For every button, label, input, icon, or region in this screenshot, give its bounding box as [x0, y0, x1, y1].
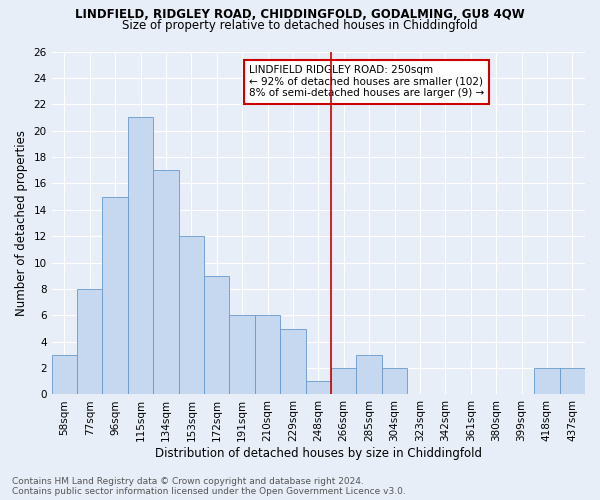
Bar — [204, 276, 229, 394]
Bar — [280, 328, 305, 394]
Text: LINDFIELD RIDGLEY ROAD: 250sqm
← 92% of detached houses are smaller (102)
8% of : LINDFIELD RIDGLEY ROAD: 250sqm ← 92% of … — [249, 65, 484, 98]
Bar — [77, 289, 103, 395]
Bar — [305, 382, 331, 394]
Bar — [534, 368, 560, 394]
Text: LINDFIELD, RIDGLEY ROAD, CHIDDINGFOLD, GODALMING, GU8 4QW: LINDFIELD, RIDGLEY ROAD, CHIDDINGFOLD, G… — [75, 8, 525, 20]
Bar — [356, 355, 382, 395]
Bar — [128, 118, 153, 394]
Bar — [229, 316, 255, 394]
Bar — [255, 316, 280, 394]
Bar — [179, 236, 204, 394]
Bar — [52, 355, 77, 395]
Bar — [382, 368, 407, 394]
Bar — [153, 170, 179, 394]
Bar — [103, 196, 128, 394]
Text: Size of property relative to detached houses in Chiddingfold: Size of property relative to detached ho… — [122, 18, 478, 32]
Bar — [331, 368, 356, 394]
X-axis label: Distribution of detached houses by size in Chiddingfold: Distribution of detached houses by size … — [155, 447, 482, 460]
Y-axis label: Number of detached properties: Number of detached properties — [15, 130, 28, 316]
Bar — [560, 368, 585, 394]
Text: Contains HM Land Registry data © Crown copyright and database right 2024.
Contai: Contains HM Land Registry data © Crown c… — [12, 476, 406, 496]
